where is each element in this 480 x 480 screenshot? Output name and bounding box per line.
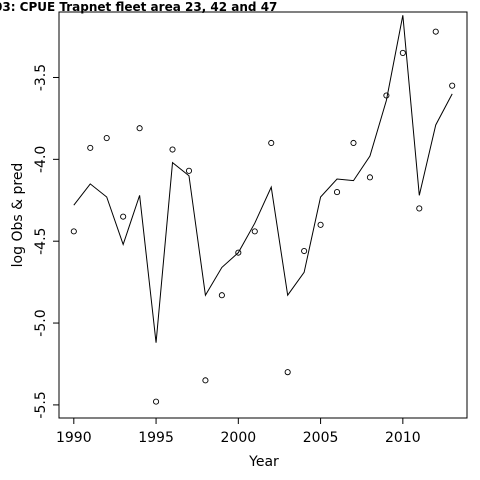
observed-point xyxy=(432,28,439,35)
observed-point xyxy=(235,249,242,256)
y-tick-label: -4.0 xyxy=(33,146,49,173)
observed-point xyxy=(185,167,193,174)
x-tick-label: 2010 xyxy=(385,430,421,446)
observed-point xyxy=(399,49,406,56)
y-tick-label: -5.0 xyxy=(33,309,49,336)
observed-point xyxy=(251,228,258,235)
x-axis: 1990 1995 2000 2005 2010 xyxy=(56,417,421,446)
x-tick-label: 2005 xyxy=(303,430,339,446)
predicted-series-line xyxy=(73,15,453,343)
x-tick-label: 1990 xyxy=(56,430,92,446)
observed-point xyxy=(153,398,160,405)
observed-point xyxy=(202,377,209,384)
observed-point xyxy=(268,139,275,147)
observed-point xyxy=(136,125,143,132)
y-tick-label: -5.5 xyxy=(33,391,49,418)
observed-point xyxy=(103,135,110,142)
plot-frame xyxy=(58,11,468,419)
observed-point xyxy=(449,82,456,89)
observed-point xyxy=(317,221,324,228)
observed-point xyxy=(218,292,225,299)
chart-title: 03: CPUE Trapnet fleet area 23, 42 and 4… xyxy=(0,0,277,14)
observed-point xyxy=(366,174,373,181)
observed-point xyxy=(70,228,77,235)
x-axis-label: Year xyxy=(248,454,279,470)
x-tick-label: 2000 xyxy=(221,430,257,446)
observed-series-points xyxy=(70,28,456,405)
y-tick-label: -3.5 xyxy=(33,64,49,91)
observed-point xyxy=(120,213,127,220)
observed-point xyxy=(87,144,94,151)
observed-point xyxy=(301,247,308,255)
y-axis-label: log Obs & pred xyxy=(10,163,26,268)
observed-point xyxy=(350,139,357,147)
observed-point xyxy=(284,369,291,376)
observed-point xyxy=(383,92,390,99)
y-axis: -5.5 -5.0 -4.5 -4.0 -3.5 xyxy=(33,64,60,419)
x-tick-label: 1995 xyxy=(138,430,174,446)
y-tick-label: -4.5 xyxy=(33,228,49,255)
observed-point xyxy=(333,189,341,196)
observed-point xyxy=(169,146,176,153)
observed-point xyxy=(416,205,423,212)
